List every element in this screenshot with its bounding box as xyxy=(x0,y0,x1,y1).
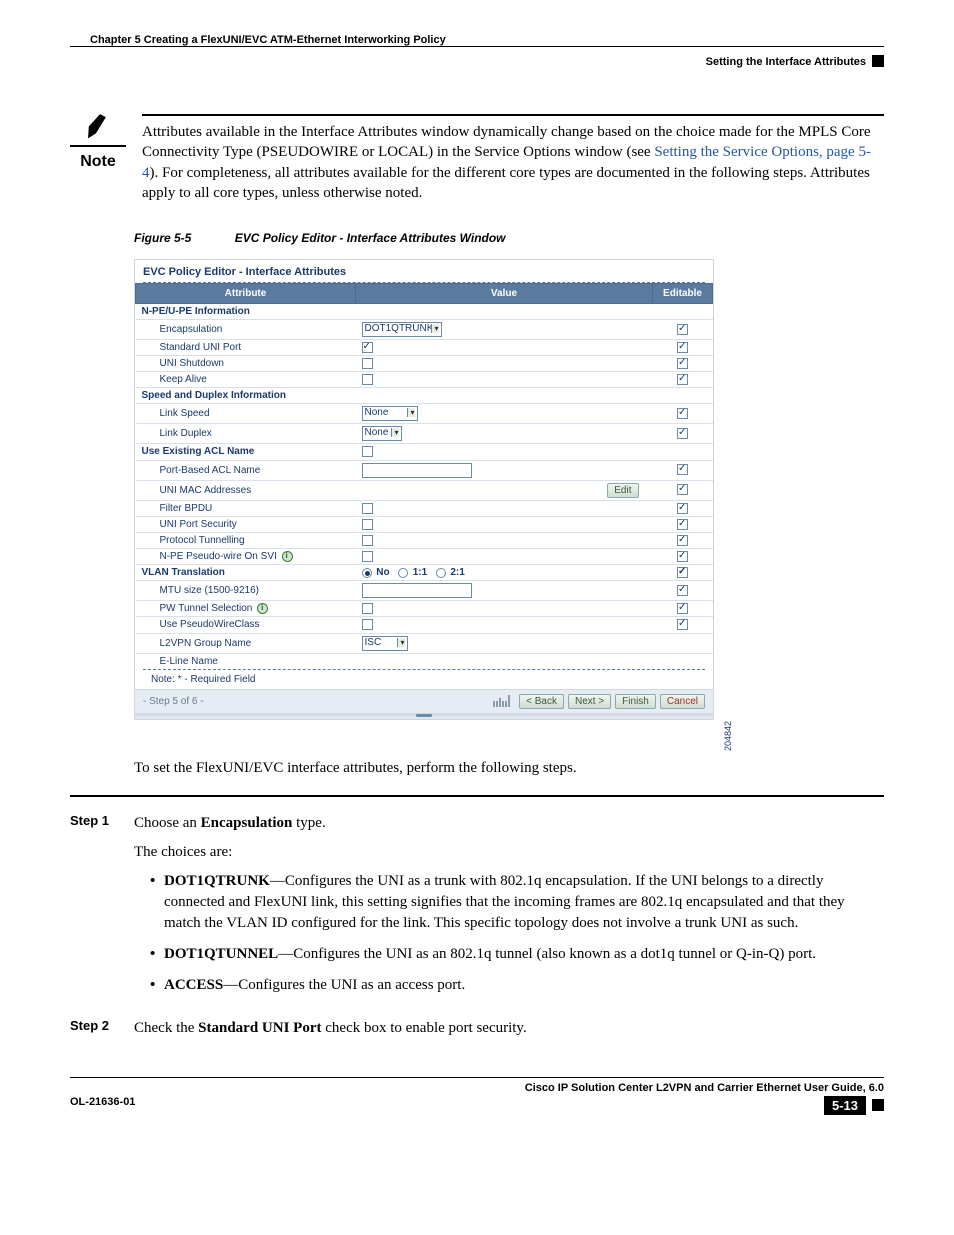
page-number: 5-13 xyxy=(824,1096,866,1115)
grip-icon xyxy=(493,695,515,707)
editor-panel: EVC Policy Editor - Interface Attributes… xyxy=(134,259,714,720)
select-linkduplex[interactable]: None xyxy=(362,426,402,441)
btn-cancel[interactable]: Cancel xyxy=(660,694,705,709)
note-required: Note: * - Required Field xyxy=(143,669,705,689)
attr-portacl: Port-Based ACL Name xyxy=(136,460,356,480)
intro-text: To set the FlexUNI/EVC interface attribu… xyxy=(134,760,884,777)
check-stduni[interactable] xyxy=(362,342,373,353)
check-prototun[interactable] xyxy=(362,535,373,546)
check-npepw[interactable] xyxy=(362,551,373,562)
figure-id: 204842 xyxy=(723,721,733,751)
attr-l2grp: L2VPN Group Name xyxy=(136,633,356,653)
check-pwtun[interactable] xyxy=(362,603,373,614)
resize-handle[interactable] xyxy=(135,713,713,719)
edit-linkspeed[interactable] xyxy=(677,408,688,419)
edit-prototun[interactable] xyxy=(677,535,688,546)
edit-npepw[interactable] xyxy=(677,551,688,562)
attr-keepalive: Keep Alive xyxy=(136,372,356,388)
attr-unishut: UNI Shutdown xyxy=(136,356,356,372)
attr-linkspeed: Link Speed xyxy=(136,404,356,424)
pen-icon xyxy=(81,110,116,144)
edit-usepwc[interactable] xyxy=(677,619,688,630)
step2-label: Step 2 xyxy=(70,1018,116,1047)
footer-guide: Cisco IP Solution Center L2VPN and Carri… xyxy=(70,1082,884,1094)
check-usepwc[interactable] xyxy=(362,619,373,630)
th-editable: Editable xyxy=(653,284,713,304)
input-mtu[interactable] xyxy=(362,583,472,598)
attr-stduni: Standard UNI Port xyxy=(136,340,356,356)
attr-mtu: MTU size (1500-9216) xyxy=(136,581,356,601)
th-value: Value xyxy=(356,284,653,304)
choices-intro: The choices are: xyxy=(134,842,884,863)
editor-table: Attribute Value Editable N-PE/U-PE Infor… xyxy=(135,283,713,669)
footer-mark xyxy=(872,1099,884,1111)
edit-encap[interactable] xyxy=(677,324,688,335)
edit-filterbpdu[interactable] xyxy=(677,503,688,514)
radio-vlan-no[interactable] xyxy=(362,568,372,578)
check-filterbpdu[interactable] xyxy=(362,503,373,514)
attr-pwtun: PW Tunnel Selection xyxy=(136,601,356,617)
attr-linkduplex: Link Duplex xyxy=(136,424,356,444)
section-npe: N-PE/U-PE Information xyxy=(136,304,713,320)
section-acl: Use Existing ACL Name xyxy=(136,444,356,460)
figure-caption: Figure 5-5 EVC Policy Editor - Interface… xyxy=(134,231,884,245)
edit-stduni[interactable] xyxy=(677,342,688,353)
section-speed: Speed and Duplex Information xyxy=(136,388,713,404)
header-chapter: Chapter 5 Creating a FlexUNI/EVC ATM-Eth… xyxy=(90,34,446,46)
footer-rule xyxy=(70,1077,884,1078)
choice-dot1qtunnel: DOT1QTUNNEL—Configures the UNI as an 802… xyxy=(150,944,884,965)
edit-unimac[interactable] xyxy=(677,484,688,495)
btn-back[interactable]: < Back xyxy=(519,694,564,709)
header-rule xyxy=(70,46,884,47)
select-l2grp[interactable]: ISC xyxy=(362,636,408,651)
section-vlan: VLAN Translation xyxy=(136,565,356,581)
help-icon[interactable] xyxy=(257,603,268,614)
radio-vlan-11[interactable] xyxy=(398,568,408,578)
attr-filterbpdu: Filter BPDU xyxy=(136,500,356,516)
footer-ol: OL-21636-01 xyxy=(70,1096,135,1115)
check-uniportsec[interactable] xyxy=(362,519,373,530)
check-keepalive[interactable] xyxy=(362,374,373,385)
attr-uniportsec: UNI Port Security xyxy=(136,516,356,532)
help-icon[interactable] xyxy=(282,551,293,562)
header-section: Setting the Interface Attributes xyxy=(706,56,866,68)
choice-access: ACCESS—Configures the UNI as an access p… xyxy=(150,975,884,996)
edit-linkduplex[interactable] xyxy=(677,428,688,439)
step-1: Step 1 Choose an Encapsulation type. The… xyxy=(70,813,884,1006)
edit-mtu[interactable] xyxy=(677,585,688,596)
header-end-mark xyxy=(872,55,884,67)
edit-portacl[interactable] xyxy=(677,464,688,475)
note-label: Note xyxy=(70,153,126,171)
attr-usepwc: Use PseudoWireClass xyxy=(136,617,356,633)
radio-vlan-21[interactable] xyxy=(436,568,446,578)
btn-next[interactable]: Next > xyxy=(568,694,611,709)
check-acl[interactable] xyxy=(362,446,373,457)
input-portacl[interactable] xyxy=(362,463,472,478)
btn-finish[interactable]: Finish xyxy=(615,694,656,709)
step-indicator: - Step 5 of 6 - xyxy=(143,696,204,707)
editor-title: EVC Policy Editor - Interface Attributes xyxy=(143,260,705,283)
attr-prototun: Protocol Tunnelling xyxy=(136,532,356,548)
attr-encap: Encapsulation xyxy=(136,320,356,340)
select-linkspeed[interactable]: None xyxy=(362,406,418,421)
step1-label: Step 1 xyxy=(70,813,116,1006)
step-2: Step 2 Check the Standard UNI Port check… xyxy=(70,1018,884,1047)
edit-unishut[interactable] xyxy=(677,358,688,369)
edit-keepalive[interactable] xyxy=(677,374,688,385)
btn-unimac-edit[interactable]: Edit xyxy=(607,483,638,498)
select-encap[interactable]: DOT1QTRUNK xyxy=(362,322,442,337)
attr-npepw: N-PE Pseudo-wire On SVI xyxy=(136,548,356,564)
edit-pwtun[interactable] xyxy=(677,603,688,614)
steps-rule xyxy=(70,795,884,797)
edit-uniportsec[interactable] xyxy=(677,519,688,530)
attr-eline: E-Line Name xyxy=(136,653,356,669)
note-text-2: ). For completeness, all attributes avai… xyxy=(142,165,870,201)
edit-vlan[interactable] xyxy=(677,567,688,578)
check-unishut[interactable] xyxy=(362,358,373,369)
choice-dot1qtrunk: DOT1QTRUNK—Configures the UNI as a trunk… xyxy=(150,871,884,934)
note-block: Note Attributes available in the Interfa… xyxy=(134,114,884,203)
th-attribute: Attribute xyxy=(136,284,356,304)
attr-unimac: UNI MAC Addresses xyxy=(136,480,356,500)
